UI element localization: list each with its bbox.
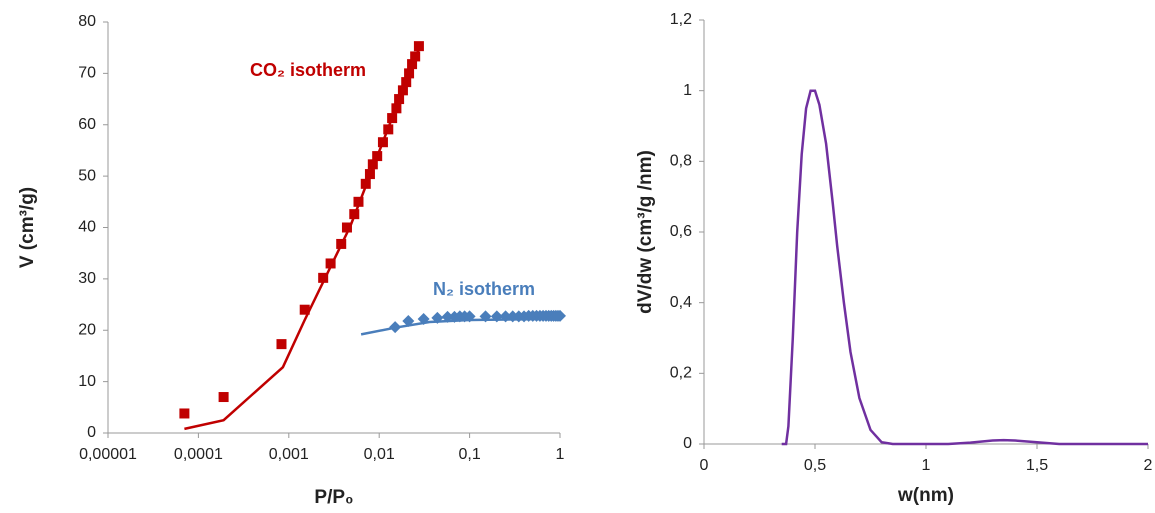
y-tick-label: 10 — [78, 373, 96, 390]
series-label: N₂ isotherm — [433, 279, 535, 299]
y-tick-label: 40 — [78, 219, 96, 236]
x-axis-title: P/P₀ — [314, 487, 353, 508]
y-tick-label: 0,8 — [670, 153, 692, 170]
x-tick-label: 1 — [556, 446, 565, 463]
x-axis-title: w(nm) — [897, 485, 954, 506]
y-tick-label: 80 — [78, 13, 96, 30]
y-tick-label: 0,6 — [670, 223, 692, 240]
marker — [367, 159, 378, 170]
marker — [276, 339, 287, 350]
x-tick-label: 1,5 — [1026, 457, 1048, 474]
marker — [299, 304, 310, 315]
y-tick-label: 1,2 — [670, 11, 692, 28]
y-tick-label: 20 — [78, 321, 96, 338]
x-tick-label: 1 — [922, 457, 931, 474]
y-tick-label: 0 — [87, 424, 96, 441]
x-tick-label: 0,0001 — [174, 446, 223, 463]
marker — [325, 258, 336, 269]
fit-line — [184, 42, 423, 431]
x-tick-label: 0,5 — [804, 457, 826, 474]
y-tick-label: 1 — [683, 82, 692, 99]
x-tick-label: 0,001 — [269, 446, 309, 463]
y-axis-title: dV/dw (cm³/g /nm) — [635, 150, 656, 314]
y-tick-label: 60 — [78, 116, 96, 133]
x-tick-label: 0,00001 — [79, 446, 137, 463]
series-label: CO₂ isotherm — [250, 60, 366, 80]
y-axis-title: V (cm³/g) — [17, 187, 38, 268]
x-tick-label: 0 — [700, 457, 709, 474]
y-tick-label: 0,4 — [670, 294, 692, 311]
y-tick-label: 50 — [78, 167, 96, 184]
y-tick-label: 0,2 — [670, 365, 692, 382]
x-tick-label: 0,01 — [364, 446, 395, 463]
y-tick-label: 30 — [78, 270, 96, 287]
fit-line — [781, 89, 1148, 446]
marker — [341, 222, 352, 233]
fit-line — [360, 317, 561, 336]
marker — [179, 408, 190, 419]
y-tick-label: 0 — [683, 435, 692, 452]
x-tick-label: 2 — [1144, 457, 1153, 474]
x-tick-label: 0,1 — [458, 446, 480, 463]
y-tick-label: 70 — [78, 65, 96, 82]
marker — [218, 392, 229, 403]
marker — [318, 272, 329, 283]
